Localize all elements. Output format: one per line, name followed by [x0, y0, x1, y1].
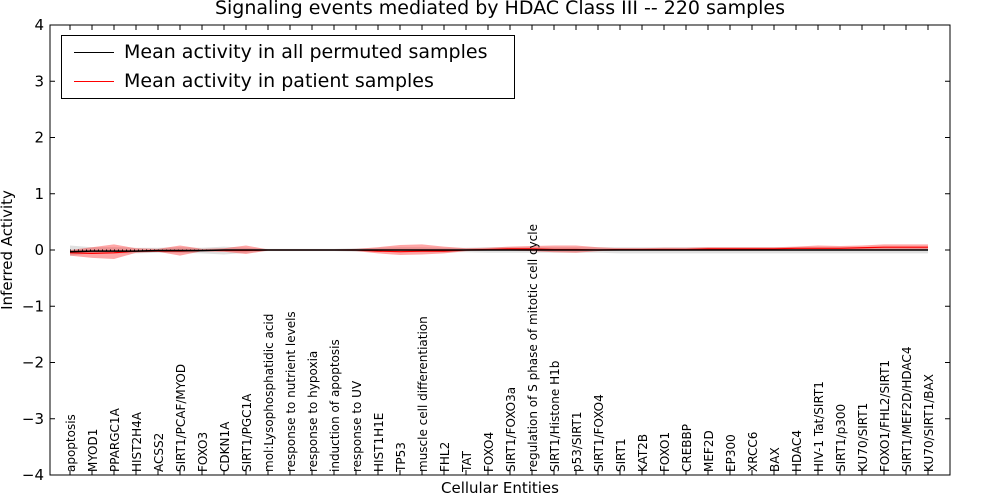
x-tick-label: FOXO1: [658, 432, 672, 472]
x-tick-label: BAX: [768, 447, 782, 472]
x-axis: apoptosis MYOD1 PPARGC1A HIST2H4A ACSS2 SIRT1…: [64, 25, 936, 475]
x-tick-label: TAT: [460, 450, 474, 473]
y-tick-label: 2: [34, 129, 44, 147]
x-tick-label: FHL2: [438, 442, 452, 472]
x-tick-label: SIRT1: [614, 438, 628, 472]
y-tick-label: −1: [22, 297, 44, 315]
x-tick-label: FOXO4: [482, 432, 496, 472]
x-tick-label: SIRT1/FOXO4: [592, 394, 606, 472]
y-axis-label: Inferred Activity: [0, 190, 16, 310]
y-tick-label: 3: [34, 72, 44, 90]
x-tick-label: response to hypoxia: [306, 351, 320, 472]
x-tick-label: KU70/SIRT1: [856, 403, 870, 472]
x-tick-label: KU70/SIRT1/BAX: [922, 374, 936, 472]
x-tick-label: induction of apoptosis: [328, 339, 342, 472]
y-tick-label: 0: [34, 241, 44, 259]
x-tick-label: ACSS2: [152, 433, 166, 472]
x-tick-label: MYOD1: [86, 429, 100, 472]
x-tick-label: MEF2D: [702, 430, 716, 472]
y-tick-label: −2: [22, 354, 44, 372]
legend-swatch-patient: [74, 81, 114, 82]
x-tick-label: TP53: [394, 442, 408, 473]
x-tick-label: response to nutrient levels: [284, 311, 298, 472]
x-tick-label: regulation of S phase of mitotic cell cy…: [526, 224, 540, 472]
band-1: [70, 244, 928, 259]
x-tick-label: PPARGC1A: [108, 407, 122, 472]
x-tick-label: KAT2B: [636, 434, 650, 472]
legend-label-permuted: Mean activity in all permuted samples: [124, 41, 488, 63]
x-tick-label: FOXO3: [196, 432, 210, 472]
x-tick-label: SIRT1/MEF2D/HDAC4: [900, 347, 914, 472]
y-tick-label: 1: [34, 185, 44, 203]
x-tick-label: SIRT1/FOXO3a: [504, 387, 518, 472]
x-tick-label: p53/SIRT1: [570, 411, 584, 472]
x-tick-label: CDKN1A: [218, 421, 232, 472]
x-axis-label: Cellular Entities: [441, 479, 559, 497]
x-tick-label: HDAC4: [790, 430, 804, 472]
x-tick-label: HIST2H4A: [130, 411, 144, 472]
legend: Mean activity in all permuted samples Me…: [61, 35, 515, 99]
x-tick-label: HIV-1 Tat/SIRT1: [812, 381, 826, 472]
y-tick-label: −4: [22, 466, 44, 484]
x-tick-label: HIST1H1E: [372, 413, 386, 472]
legend-swatch-permuted: [74, 52, 114, 53]
chart-title: Signaling events mediated by HDAC Class …: [215, 0, 785, 19]
x-tick-label: response to UV: [350, 380, 364, 472]
bands-layer: [70, 244, 928, 259]
x-tick-label: muscle cell differentiation: [416, 316, 430, 472]
lines-layer: [69, 246, 928, 254]
y-tick-label: −3: [22, 410, 44, 428]
legend-label-patient: Mean activity in patient samples: [124, 70, 434, 92]
x-tick-label: SIRT1/Histone H1b: [548, 361, 562, 472]
x-tick-label: SIRT1/PCAF/MYOD: [174, 364, 188, 472]
x-tick-label: SIRT1/p300: [834, 404, 848, 472]
x-tick-label: SIRT1/PGC1A: [240, 393, 254, 472]
x-tick-label: mol:Lysophosphatidic acid: [262, 314, 276, 472]
x-tick-label: EP300: [724, 434, 738, 472]
y-tick-label: 4: [34, 16, 44, 34]
x-tick-label: apoptosis: [64, 414, 78, 472]
x-tick-label: FOXO1/FHL2/SIRT1: [878, 360, 892, 472]
y-axis: 4 3 2 1 0 −1 −2 −3 −4: [22, 16, 950, 484]
x-tick-label: XRCC6: [746, 432, 760, 472]
x-tick-label: CREBBP: [680, 424, 694, 472]
